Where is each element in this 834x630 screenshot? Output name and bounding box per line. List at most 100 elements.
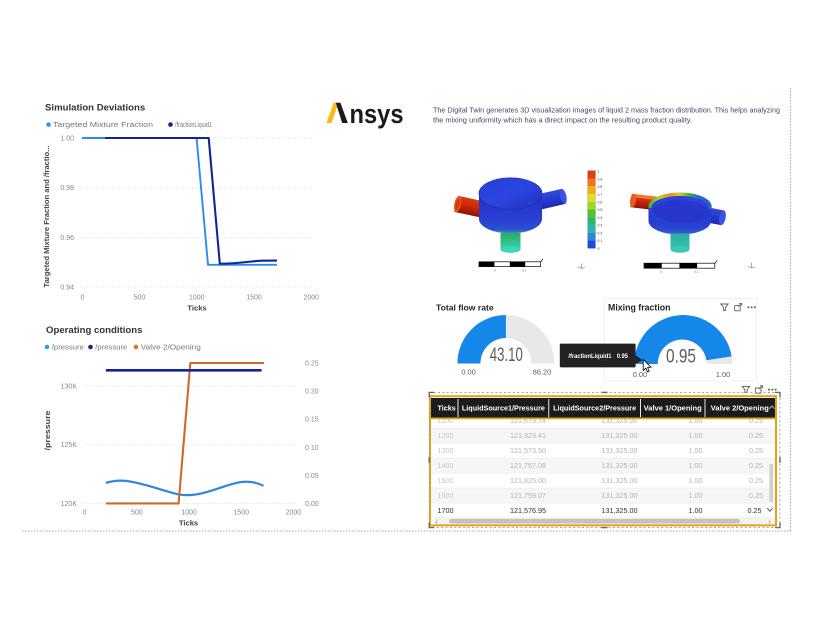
svg-text:0: 0 — [83, 510, 87, 517]
svg-text:0.95: 0.95 — [666, 346, 696, 368]
svg-text:121,757.08: 121,757.08 — [510, 461, 546, 470]
svg-text:Total flow rate: Total flow rate — [436, 303, 494, 313]
svg-text:0: 0 — [598, 247, 600, 251]
svg-text:the mixing uniformity which ha: the mixing uniformity which has a direct… — [433, 116, 692, 125]
svg-text:1700: 1700 — [438, 506, 454, 515]
svg-text:1300: 1300 — [438, 446, 454, 455]
svg-text:131,325.00: 131,325.00 — [602, 416, 638, 425]
svg-text:Valve 1/Opening: Valve 1/Opening — [644, 404, 702, 413]
svg-text:1500: 1500 — [438, 476, 454, 485]
svg-text:121,323.41: 121,323.41 — [510, 431, 546, 440]
svg-text:131,325.00: 131,325.00 — [602, 506, 638, 515]
svg-text:131,325.00: 131,325.00 — [602, 491, 638, 500]
svg-text:0: 0 — [494, 269, 496, 273]
svg-text:121,576.95: 121,576.95 — [510, 506, 546, 515]
svg-text:LiquidSource1/Pressure: LiquidSource1/Pressure — [462, 404, 545, 413]
svg-text:0.00: 0.00 — [305, 501, 319, 508]
svg-text:Valve 2/Opening: Valve 2/Opening — [141, 343, 201, 352]
svg-text:0.98: 0.98 — [60, 185, 74, 192]
svg-text:0.25: 0.25 — [305, 361, 319, 368]
svg-text:1: 1 — [598, 170, 600, 174]
svg-text:0.00: 0.00 — [633, 370, 647, 379]
svg-text:Ticks: Ticks — [187, 304, 206, 313]
svg-text:/pressure: /pressure — [45, 410, 52, 450]
svg-text:1200: 1200 — [438, 431, 454, 440]
svg-text:1100: 1100 — [438, 416, 453, 425]
svg-text:1600: 1600 — [438, 491, 454, 500]
svg-text:121,673.74: 121,673.74 — [510, 416, 546, 425]
svg-text:131,325.00: 131,325.00 — [602, 461, 638, 470]
svg-text:Mixing fraction: Mixing fraction — [608, 303, 671, 313]
svg-text:1.00: 1.00 — [689, 416, 703, 425]
svg-text:2000: 2000 — [286, 510, 302, 517]
svg-text:0.5: 0.5 — [598, 208, 603, 212]
svg-text:/fractionLiquid1: /fractionLiquid1 — [175, 120, 212, 129]
svg-text:Simulation Deviations: Simulation Deviations — [45, 103, 145, 114]
svg-text:0.3: 0.3 — [598, 224, 603, 228]
svg-text:0: 0 — [81, 295, 85, 302]
svg-text:2000: 2000 — [304, 295, 320, 302]
svg-text:0.9: 0.9 — [598, 177, 603, 181]
svg-text:121,759.07: 121,759.07 — [510, 491, 546, 500]
svg-text:LiquidSource2/Pressure: LiquidSource2/Pressure — [553, 404, 636, 413]
svg-text:500: 500 — [131, 510, 143, 517]
svg-text:0: 0 — [660, 270, 662, 274]
svg-text:1400: 1400 — [438, 461, 454, 470]
svg-text:0.95: 0.95 — [617, 353, 628, 360]
svg-text:0.10: 0.10 — [305, 445, 319, 452]
svg-text:Operating conditions: Operating conditions — [46, 325, 142, 336]
svg-text:0.25: 0.25 — [749, 476, 763, 485]
svg-text:0.1: 0.1 — [694, 270, 699, 274]
svg-text:1500: 1500 — [233, 510, 249, 517]
svg-text:0.4: 0.4 — [598, 216, 603, 220]
svg-text:Ticks: Ticks — [438, 404, 456, 413]
svg-text:1.00: 1.00 — [60, 135, 74, 142]
svg-text:120K: 120K — [61, 501, 78, 508]
svg-text:1.00: 1.00 — [689, 506, 703, 515]
svg-text:0.25: 0.25 — [749, 431, 763, 440]
svg-text:1000: 1000 — [189, 295, 205, 302]
svg-text:1.00: 1.00 — [689, 491, 703, 500]
svg-text:1.00: 1.00 — [716, 370, 730, 379]
svg-text:0.00: 0.00 — [461, 368, 475, 377]
svg-text:Valve 2/Opening: Valve 2/Opening — [711, 404, 769, 413]
svg-text:0.15: 0.15 — [305, 417, 319, 424]
svg-text:0.25: 0.25 — [749, 446, 763, 455]
svg-text:125K: 125K — [61, 442, 78, 449]
svg-text:0.05: 0.05 — [305, 473, 319, 480]
svg-text:0.6: 0.6 — [598, 201, 603, 205]
svg-text:1500: 1500 — [246, 295, 262, 302]
svg-text:0.25: 0.25 — [748, 506, 762, 515]
svg-text:nsys: nsys — [350, 99, 404, 129]
svg-text:/fractionLiquid1: /fractionLiquid1 — [568, 353, 611, 360]
svg-text:1.00: 1.00 — [689, 446, 703, 455]
svg-text:131,325.00: 131,325.00 — [602, 431, 638, 440]
svg-text:500: 500 — [134, 295, 146, 302]
svg-text:0.2: 0.2 — [598, 231, 603, 235]
svg-text:1.00: 1.00 — [689, 461, 703, 470]
svg-text:86.20: 86.20 — [533, 368, 552, 377]
svg-text:0.94: 0.94 — [60, 285, 74, 292]
svg-text:0.25: 0.25 — [749, 461, 763, 470]
svg-text:1.00: 1.00 — [689, 431, 703, 440]
svg-text:0.25: 0.25 — [749, 491, 763, 500]
svg-text:121,825.00: 121,825.00 — [510, 476, 546, 485]
svg-text:‹: ‹ — [436, 519, 439, 526]
svg-text:Ticks: Ticks — [179, 519, 198, 528]
svg-text:0.8: 0.8 — [598, 185, 603, 189]
svg-text:0.1: 0.1 — [522, 269, 527, 273]
svg-text:121,573.50: 121,573.50 — [510, 446, 546, 455]
svg-text:43.10: 43.10 — [490, 344, 523, 366]
svg-text:0.25: 0.25 — [749, 416, 763, 425]
svg-text:0.1: 0.1 — [598, 239, 603, 243]
svg-text:›: › — [769, 519, 772, 526]
svg-text:0.96: 0.96 — [60, 235, 74, 242]
svg-text:Targeted Mixture Fraction: Targeted Mixture Fraction — [53, 120, 153, 129]
svg-text:0.7: 0.7 — [598, 193, 603, 197]
svg-text:0.20: 0.20 — [305, 389, 319, 396]
svg-text:1000: 1000 — [181, 510, 197, 517]
svg-text:131,325.00: 131,325.00 — [602, 476, 638, 485]
svg-text:130K: 130K — [61, 383, 78, 390]
svg-text:/pressure: /pressure — [52, 343, 84, 352]
svg-text:1.00: 1.00 — [689, 476, 703, 485]
